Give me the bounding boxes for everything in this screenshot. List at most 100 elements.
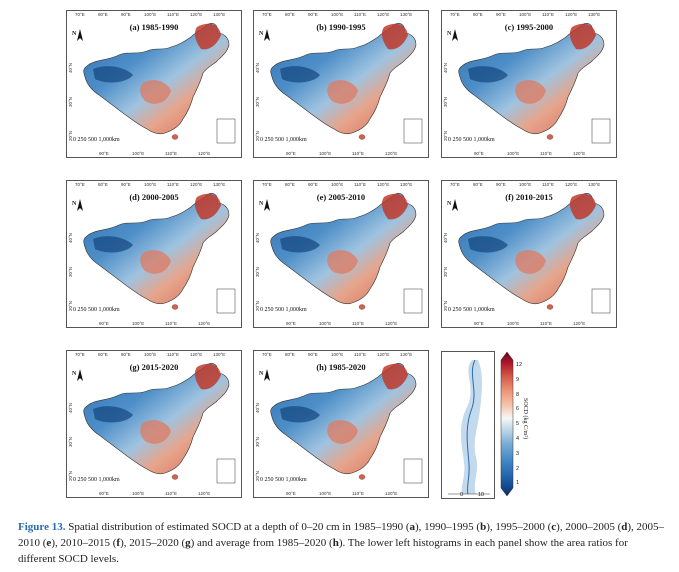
map-panel: (c) 1995-2000 N 0 250 500 1,000km 70°E 80°E 9… — [441, 10, 617, 158]
lon-label-top: 80°E — [98, 352, 108, 357]
map-panel: (e) 2005-2010 N 0 250 500 1,000km 70°E 80°E 9… — [253, 180, 429, 328]
scale-bar: 0 250 500 1,000km — [260, 137, 307, 143]
lon-label-top: 120°E — [190, 12, 203, 17]
lat-label: 40°N — [255, 402, 260, 413]
caption-text: Spatial distribution of estimated SOCD a… — [65, 521, 410, 533]
map-panel: (h) 1985-2020 N 0 250 500 1,000km 70°E 80°E 9… — [253, 350, 429, 498]
map-panel: (f) 2010-2015 N 0 250 500 1,000km 70°E 80°E 9… — [441, 180, 617, 328]
lon-label-bottom: 90°E — [474, 151, 484, 156]
caption-ref-e: e — [46, 537, 52, 549]
china-socd-map — [264, 363, 423, 484]
panel-title: (e) 2005-2010 — [316, 192, 366, 202]
scale-bar: 0 250 500 1,000km — [73, 307, 120, 313]
map-panel: (g) 2015-2020 N 0 250 500 1,000km 70°E 80°E 9… — [66, 350, 242, 498]
lon-label-top: 100°E — [331, 182, 344, 187]
lon-label-top: 130°E — [588, 182, 601, 187]
lon-label-top: 120°E — [377, 352, 390, 357]
lon-label-bottom: 100°E — [507, 151, 520, 156]
lon-label-top: 130°E — [400, 182, 413, 187]
north-arrow-label: N — [259, 371, 264, 377]
lon-label-bottom: 110°E — [352, 491, 364, 496]
caption-text: ), 1995–2000 ( — [486, 521, 552, 533]
lat-label: 20°N — [443, 130, 448, 141]
china-socd-map — [264, 23, 423, 144]
lon-label-top: 110°E — [167, 182, 179, 187]
lat-label: 30°N — [443, 96, 448, 107]
lat-label: 40°N — [255, 232, 260, 243]
lat-label: 30°N — [443, 266, 448, 277]
lon-label-top: 110°E — [354, 12, 366, 17]
caption-ref-b: b — [480, 521, 487, 533]
panel-title: (f) 2010-2015 — [505, 192, 553, 202]
lon-label-top: 70°E — [75, 12, 85, 17]
lat-label: 20°N — [255, 130, 260, 141]
lon-label-top: 90°E — [308, 352, 318, 357]
hist-axis-0: 0 — [460, 492, 464, 498]
caption-ref-f: f — [116, 537, 121, 549]
caption-text: ), 2010–2015 ( — [51, 537, 117, 549]
lat-label: 30°N — [255, 266, 260, 277]
caption-text: ), 2015–2020 ( — [120, 537, 186, 549]
lon-label-top: 130°E — [588, 12, 601, 17]
lon-label-top: 90°E — [308, 182, 318, 187]
colorbar — [500, 352, 514, 496]
caption-ref-g: g — [185, 537, 191, 549]
lat-label: 40°N — [68, 232, 73, 243]
caption-text: ), 2000–2005 ( — [556, 521, 622, 533]
china-socd-map — [77, 23, 236, 144]
north-arrow-label: N — [259, 31, 264, 37]
lat-label: 40°N — [443, 62, 448, 73]
lon-label-bottom: 110°E — [352, 151, 364, 156]
histogram-curve — [448, 359, 490, 495]
colorbar-tick: 3 — [516, 450, 520, 457]
china-socd-map — [77, 363, 236, 484]
lon-label-top: 90°E — [121, 182, 131, 187]
caption-ref-h: h — [332, 537, 339, 549]
panel-title: (a) 1985-1990 — [129, 22, 179, 32]
lon-label-top: 90°E — [496, 12, 506, 17]
lat-label: 30°N — [255, 96, 260, 107]
caption-text: ). The lower left histograms in each pan… — [18, 537, 628, 565]
panel-title: (d) 2000-2005 — [129, 192, 179, 202]
lat-label: 40°N — [255, 62, 260, 73]
lon-label-top: 100°E — [331, 12, 344, 17]
lat-label: 40°N — [443, 232, 448, 243]
lon-label-bottom: 90°E — [99, 491, 109, 496]
north-arrow-label: N — [447, 201, 452, 207]
scale-bar: 0 250 500 1,000km — [448, 137, 495, 143]
lon-label-top: 120°E — [565, 12, 578, 17]
lon-label-bottom: 90°E — [286, 321, 296, 326]
lon-label-bottom: 100°E — [132, 491, 145, 496]
lon-label-bottom: 120°E — [385, 321, 398, 326]
lon-label-top: 120°E — [377, 12, 390, 17]
china-socd-map — [452, 193, 611, 314]
scale-bar: 0 250 500 1,000km — [73, 137, 120, 143]
lon-label-top: 100°E — [331, 352, 344, 357]
colorbar-tick: 5 — [516, 421, 520, 428]
lon-label-top: 90°E — [308, 12, 318, 17]
lon-label-bottom: 110°E — [165, 491, 177, 496]
lon-label-top: 100°E — [519, 182, 532, 187]
panel-title: (b) 1990-1995 — [316, 22, 366, 32]
lon-label-top: 70°E — [450, 12, 460, 17]
lon-label-bottom: 90°E — [286, 491, 296, 496]
lon-label-top: 120°E — [190, 352, 203, 357]
lon-label-top: 120°E — [377, 182, 390, 187]
caption-ref-d: d — [621, 521, 628, 533]
lon-label-bottom: 100°E — [132, 151, 145, 156]
lon-label-bottom: 100°E — [507, 321, 520, 326]
caption-ref-c: c — [551, 521, 557, 533]
lon-label-top: 80°E — [98, 12, 108, 17]
lon-label-top: 70°E — [75, 182, 85, 187]
lon-label-top: 70°E — [262, 12, 272, 17]
colorbar-tick: 2 — [516, 465, 520, 472]
lon-label-bottom: 120°E — [573, 321, 586, 326]
lon-label-bottom: 90°E — [474, 321, 484, 326]
caption-ref-a: a — [409, 521, 415, 533]
lat-label: 20°N — [68, 470, 73, 481]
china-socd-map — [77, 193, 236, 314]
lon-label-bottom: 120°E — [385, 491, 398, 496]
caption-text: ) and average from 1985–2020 ( — [190, 537, 333, 549]
caption-text: ), 2005–2010 ( — [18, 521, 665, 549]
map-panel: (b) 1990-1995 N 0 250 500 1,000km 70°E 80°E 9… — [253, 10, 429, 158]
